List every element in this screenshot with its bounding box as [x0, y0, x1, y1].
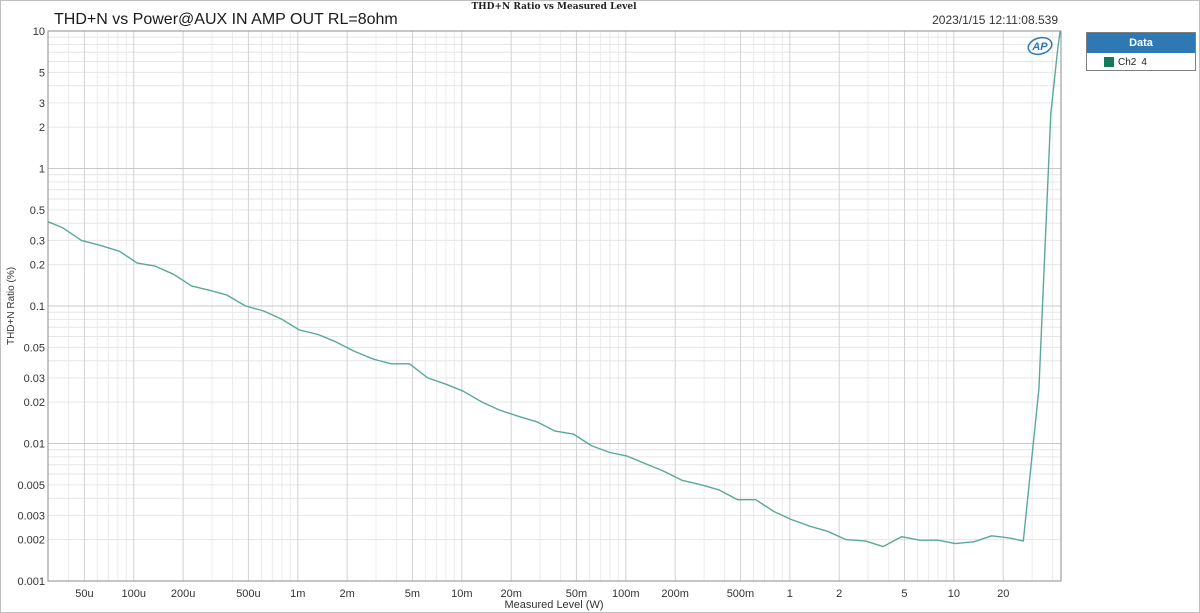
- x-tick-label: 10: [948, 588, 960, 600]
- y-axis-label: THD+N Ratio (%): [6, 267, 17, 345]
- x-tick-label: 5m: [405, 588, 420, 600]
- timestamp: 2023/1/15 12:11:08.539: [932, 13, 1058, 27]
- ap-logo-text: AP: [1031, 41, 1048, 53]
- x-tick-label: 10m: [451, 588, 472, 600]
- y-tick-label: 3: [39, 98, 45, 110]
- y-tick-label: 1: [39, 164, 45, 176]
- x-tick-label: 20m: [500, 588, 521, 600]
- legend-item-label: Ch2: [1118, 56, 1137, 68]
- y-tick-label: 0.001: [17, 576, 45, 588]
- y-tick-label: 10: [33, 26, 45, 38]
- y-tick-label: 2: [39, 122, 45, 134]
- y-tick-label: 0.03: [24, 373, 45, 385]
- y-tick-label: 0.01: [24, 439, 45, 451]
- y-tick-labels: 10 5 3 2 1 0.5 0.3 0.2 0.1 0.05 0.03 0.02 0.01 0.005 0…: [17, 26, 45, 588]
- y-tick-label: 0.05: [24, 342, 45, 354]
- y-tick-label: 0.2: [30, 260, 45, 272]
- legend-item-index: 4: [1141, 56, 1147, 68]
- plot-border: [47, 30, 1062, 582]
- x-tick-label: 100m: [612, 588, 640, 600]
- x-tick-label: 1m: [290, 588, 305, 600]
- x-tick-label: 1: [787, 588, 793, 600]
- y-tick-label: 0.02: [24, 397, 45, 409]
- x-tick-label: 5: [901, 588, 907, 600]
- x-tick-label: 50m: [566, 588, 587, 600]
- x-tick-label: 2: [836, 588, 842, 600]
- legend-swatch: [1104, 57, 1114, 67]
- y-tick-label: 5: [39, 67, 45, 79]
- x-tick-label: 100u: [122, 588, 146, 600]
- x-axis-label: Measured Level (W): [504, 599, 603, 611]
- x-tick-label: 2m: [340, 588, 355, 600]
- ap-logo: AP: [1027, 36, 1053, 56]
- x-tick-label: 200m: [661, 588, 689, 600]
- series-line-ch2: [47, 30, 1061, 548]
- y-tick-label: 0.1: [30, 301, 45, 313]
- y-tick-label: 0.003: [17, 510, 45, 522]
- chart-title: THD+N Ratio vs Measured Level: [471, 2, 637, 12]
- chart-subtitle: THD+N vs Power@AUX IN AMP OUT RL=8ohm: [54, 11, 398, 28]
- y-tick-label: 0.3: [30, 235, 45, 247]
- x-tick-label: 50u: [75, 588, 93, 600]
- legend-item-ch2[interactable]: Ch2 4: [1087, 53, 1195, 71]
- x-tick-label: 500u: [236, 588, 260, 600]
- legend-title: Data: [1087, 33, 1195, 53]
- y-tick-label: 0.005: [17, 480, 45, 492]
- legend: Data Ch2 4: [1086, 32, 1196, 71]
- y-tick-label: 0.002: [17, 535, 45, 547]
- x-tick-label: 500m: [727, 588, 755, 600]
- x-tick-labels: 50u 100u 200u 500u 1m 2m 5m 10m 20m 50m 100m 200m 50…: [75, 588, 1009, 600]
- x-tick-label: 200u: [171, 588, 195, 600]
- x-tick-label: 20: [997, 588, 1009, 600]
- y-tick-label: 0.5: [30, 205, 45, 217]
- series-group: [47, 30, 1061, 548]
